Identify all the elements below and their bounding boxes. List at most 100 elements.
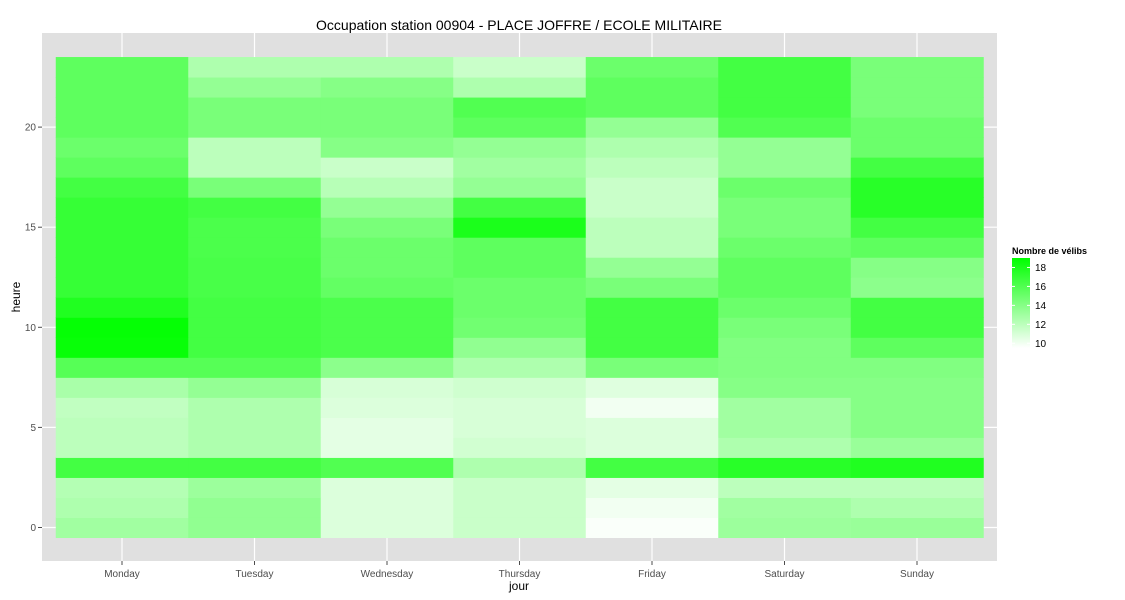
heatmap-cell — [718, 517, 852, 539]
heatmap-cell — [453, 197, 587, 218]
legend-ticks: 10 12 14 16 18 — [1012, 263, 1047, 350]
heatmap-cell — [585, 477, 719, 498]
heatmap-cell — [585, 397, 719, 418]
heatmap-cell — [585, 277, 719, 298]
heatmap-cell — [850, 197, 984, 218]
heatmap-cell — [453, 137, 587, 158]
heatmap-cell — [453, 57, 587, 78]
heatmap-cell — [718, 357, 852, 378]
heatmap-cell — [850, 457, 984, 478]
heatmap-cell — [55, 517, 189, 539]
legend-tick-label: 18 — [1035, 263, 1047, 274]
heatmap-cell — [453, 357, 587, 378]
heatmap-cell — [188, 177, 322, 198]
heatmap-cell — [320, 197, 454, 218]
heatmap-cell — [718, 397, 852, 418]
heatmap-cell — [718, 217, 852, 238]
heatmap-cell — [850, 437, 984, 458]
heatmap-cell — [850, 317, 984, 338]
heatmap-cell — [453, 477, 587, 498]
heatmap-cell — [55, 297, 189, 318]
heatmap-cell — [188, 377, 322, 398]
heatmap-cell — [718, 57, 852, 78]
heatmap-cell — [850, 217, 984, 238]
heatmap-cell — [453, 97, 587, 118]
heatmap-cell — [320, 477, 454, 498]
heatmap-cell — [718, 237, 852, 258]
y-tick-label: 5 — [30, 423, 36, 434]
heatmap-cell — [850, 157, 984, 178]
heatmap-cell — [55, 457, 189, 478]
heatmap-cell — [718, 377, 852, 398]
heatmap-cell — [850, 517, 984, 539]
heatmap-cell — [320, 417, 454, 438]
heatmap-cell — [188, 117, 322, 138]
legend-colorbar — [1012, 258, 1030, 348]
heatmap-cell — [55, 317, 189, 338]
heatmap-cell — [718, 197, 852, 218]
heatmap-cell — [320, 357, 454, 378]
heatmap-cell — [188, 397, 322, 418]
heatmap-cell — [453, 77, 587, 98]
heatmap-cell — [850, 377, 984, 398]
heatmap-cell — [585, 357, 719, 378]
heatmap-cell — [188, 437, 322, 458]
heatmap-cell — [585, 297, 719, 318]
heatmap-cell — [55, 197, 189, 218]
heatmap-cell — [585, 77, 719, 98]
heatmap-cell — [718, 417, 852, 438]
heatmap-cell — [55, 217, 189, 238]
heatmap-cell — [188, 337, 322, 358]
heatmap-cell — [850, 277, 984, 298]
heatmap-cell — [718, 477, 852, 498]
heatmap-cell — [320, 277, 454, 298]
heatmap-cell — [453, 177, 587, 198]
heatmap-cell — [850, 117, 984, 138]
heatmap-cell — [718, 157, 852, 178]
heatmap-cell — [850, 97, 984, 118]
heatmap-cell — [320, 517, 454, 539]
heatmap-cell — [188, 317, 322, 338]
heatmap-cells — [55, 57, 984, 539]
heatmap-cell — [320, 497, 454, 518]
heatmap-cell — [188, 157, 322, 178]
y-tick-label: 15 — [25, 223, 37, 234]
x-tick-label: Saturday — [764, 569, 804, 580]
heatmap-cell — [718, 97, 852, 118]
heatmap-cell — [585, 417, 719, 438]
heatmap-cell — [453, 237, 587, 258]
heatmap-cell — [320, 437, 454, 458]
heatmap-cell — [320, 257, 454, 278]
heatmap-cell — [188, 457, 322, 478]
heatmap-cell — [850, 177, 984, 198]
heatmap-cell — [585, 437, 719, 458]
heatmap-cell — [453, 517, 587, 539]
heatmap-cell — [453, 397, 587, 418]
heatmap-cell — [585, 457, 719, 478]
heatmap-cell — [850, 257, 984, 278]
heatmap-cell — [585, 377, 719, 398]
heatmap-cell — [718, 117, 852, 138]
heatmap-cell — [188, 517, 322, 539]
heatmap-cell — [718, 437, 852, 458]
heatmap-cell — [718, 177, 852, 198]
y-axis-title: heure — [9, 281, 23, 312]
heatmap-cell — [718, 137, 852, 158]
x-tick-label: Sunday — [900, 569, 934, 580]
heatmap-cell — [453, 457, 587, 478]
heatmap-cell — [188, 357, 322, 378]
chart-title: Occupation station 00904 - PLACE JOFFRE … — [316, 17, 722, 33]
heatmap-cell — [188, 217, 322, 238]
heatmap-cell — [188, 77, 322, 98]
heatmap-cell — [850, 77, 984, 98]
y-tick-label: 0 — [30, 523, 36, 534]
heatmap-cell — [320, 237, 454, 258]
heatmap-cell — [55, 257, 189, 278]
heatmap-cell — [585, 117, 719, 138]
x-tick-label: Monday — [104, 569, 140, 580]
heatmap-cell — [320, 157, 454, 178]
heatmap-cell — [320, 317, 454, 338]
y-tick-label: 10 — [25, 323, 37, 334]
x-tick-label: Wednesday — [361, 569, 414, 580]
